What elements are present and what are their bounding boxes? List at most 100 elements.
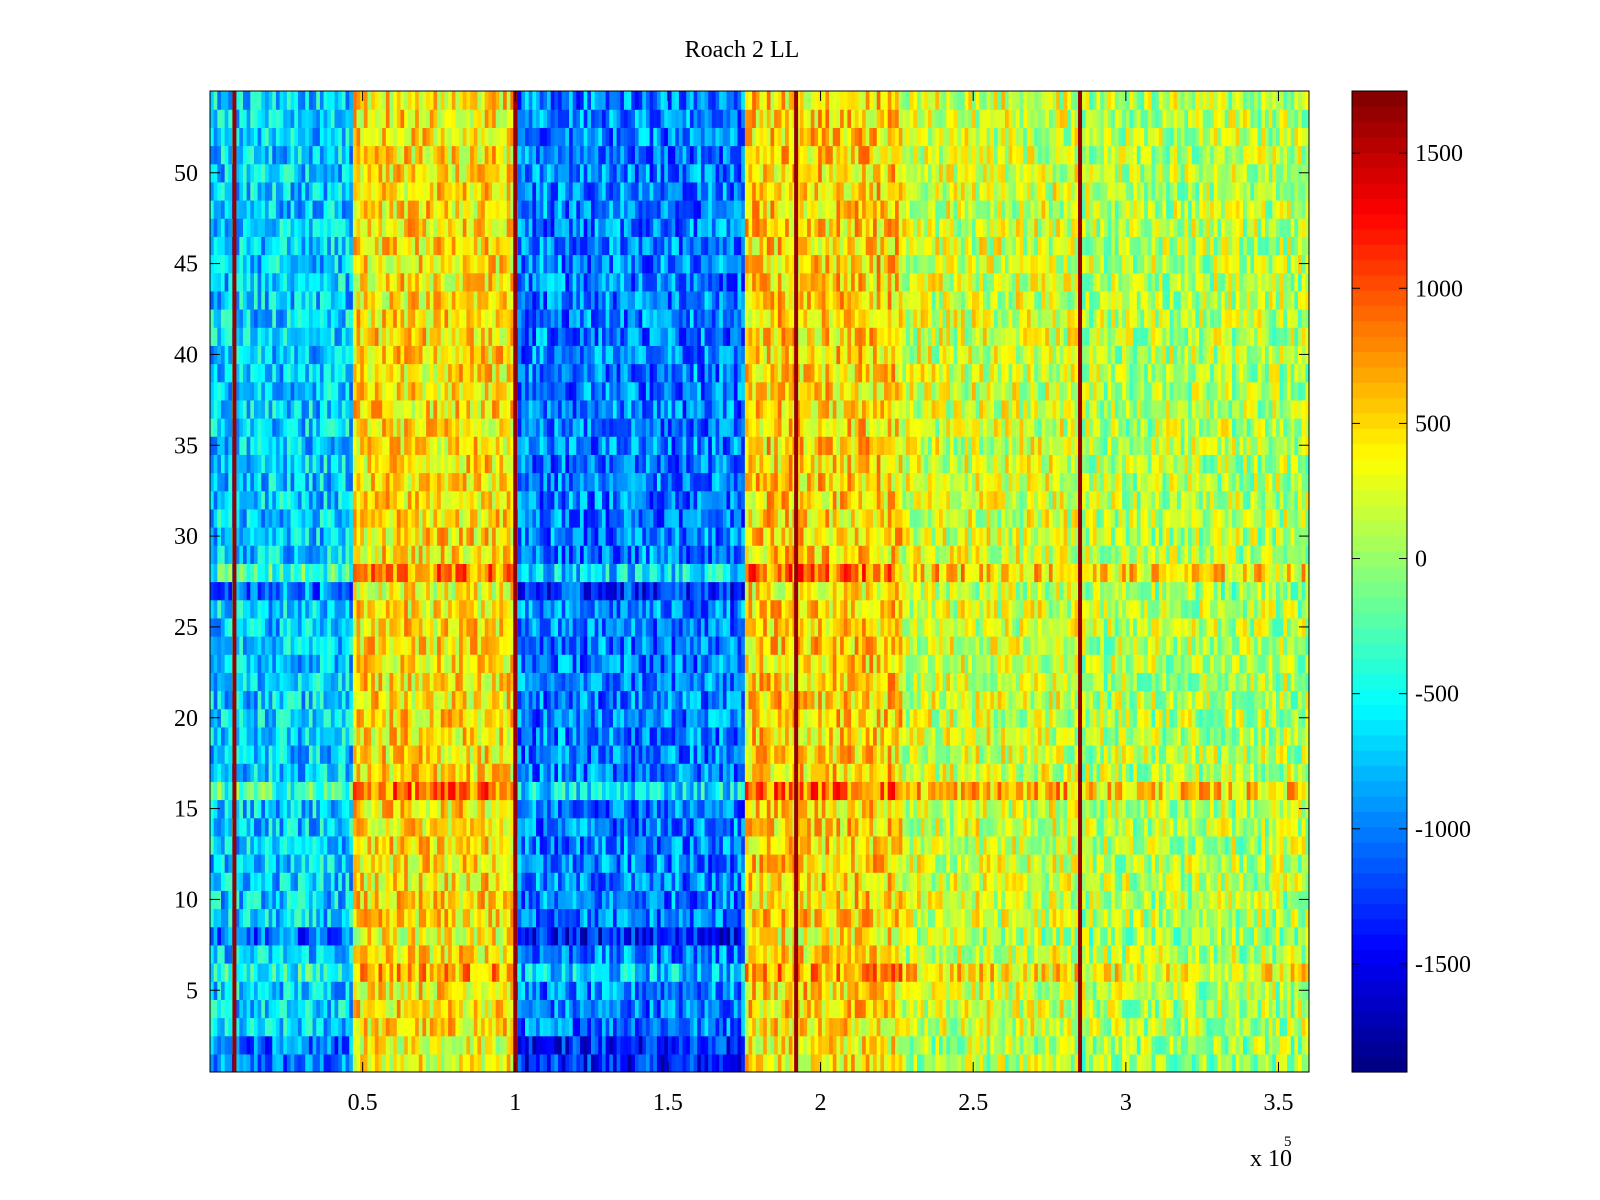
heatmap-cell	[656, 926, 662, 946]
heatmap-cell	[1210, 1017, 1215, 1037]
heatmap-cell	[1067, 835, 1072, 855]
heatmap-cell	[495, 817, 500, 837]
heatmap-cell	[1114, 781, 1120, 801]
heatmap-cell	[451, 1035, 457, 1055]
heatmap-cell	[664, 981, 669, 1000]
heatmap-cell	[949, 999, 955, 1019]
heatmap-cell	[327, 908, 332, 928]
heatmap-cell	[1298, 926, 1303, 946]
heatmap-cell	[1063, 999, 1068, 1019]
heatmap-cell	[623, 1035, 629, 1055]
heatmap-cell	[1158, 908, 1164, 928]
heatmap-cell	[1305, 1035, 1309, 1055]
heatmap-cell	[253, 1035, 259, 1055]
heatmap-cell	[272, 890, 277, 910]
heatmap-cell	[939, 963, 944, 982]
heatmap-cell	[484, 1035, 490, 1055]
heatmap-cell	[246, 1053, 251, 1072]
heatmap-cell	[788, 908, 794, 928]
heatmap-cell	[942, 999, 947, 1019]
heatmap-cell	[451, 981, 457, 1000]
heatmap-cell	[851, 963, 856, 982]
heatmap-cell	[1261, 908, 1266, 928]
heatmap-cell	[327, 1017, 332, 1037]
heatmap-cell	[268, 799, 273, 819]
heatmap-cell	[583, 872, 588, 891]
heatmap-cell	[634, 781, 640, 801]
heatmap-cell	[821, 1053, 827, 1072]
heatmap-cell	[847, 763, 852, 782]
heatmap-cell	[429, 908, 435, 928]
heatmap-cell	[1107, 835, 1112, 855]
heatmap-cell	[444, 999, 449, 1019]
heatmap-cell	[774, 835, 779, 855]
heatmap-cell	[1001, 854, 1006, 873]
heatmap-cell	[305, 981, 310, 1000]
heatmap-cell	[1202, 944, 1208, 964]
heatmap-cell	[862, 908, 867, 928]
heatmap-cell	[312, 872, 317, 891]
heatmap-cell	[1089, 981, 1094, 1000]
heatmap-cell	[708, 1017, 713, 1037]
heatmap-cell	[297, 963, 303, 982]
heatmap-cell	[898, 1017, 903, 1037]
heatmap-cell	[594, 999, 599, 1019]
heatmap-cell	[521, 799, 526, 819]
heatmap-cell	[583, 835, 588, 855]
heatmap-cell	[250, 854, 255, 873]
heatmap-cell	[678, 1035, 684, 1055]
heatmap-cell	[1191, 1053, 1197, 1072]
heatmap-cell	[631, 999, 636, 1019]
heatmap-cell	[763, 963, 768, 982]
heatmap-cell	[345, 890, 350, 910]
heatmap-cell	[279, 781, 284, 801]
heatmap-cell	[1276, 854, 1281, 873]
heatmap-cell	[957, 1053, 962, 1072]
heatmap-cell	[308, 817, 314, 837]
heatmap-cell	[1298, 1053, 1303, 1072]
heatmap-cell	[1279, 1053, 1284, 1072]
heatmap-cell	[224, 872, 229, 891]
heatmap-cell	[481, 854, 486, 873]
heatmap-cell	[638, 799, 643, 819]
heatmap-cell	[422, 963, 427, 982]
heatmap-cell	[1224, 799, 1229, 819]
heatmap-cell	[1100, 981, 1105, 1000]
heatmap-cell	[396, 926, 402, 946]
heatmap-cell	[261, 872, 266, 891]
heatmap-cell	[1092, 890, 1098, 910]
heatmap-cell	[261, 944, 266, 964]
heatmap-cell	[1177, 1017, 1182, 1037]
heatmap-cell	[1224, 817, 1229, 837]
heatmap-cell	[466, 908, 471, 928]
heatmap-cell	[931, 981, 936, 1000]
heatmap-cell	[444, 817, 449, 837]
heatmap-cell	[1173, 872, 1178, 891]
heatmap-cell	[569, 981, 574, 1000]
heatmap-cell	[565, 1035, 570, 1055]
heatmap-cell	[909, 872, 914, 891]
heatmap-cell	[953, 981, 958, 1000]
heatmap-cell	[1092, 926, 1098, 946]
heatmap-cell	[466, 1017, 471, 1037]
heatmap-cell	[671, 944, 676, 964]
heatmap-cell	[1085, 1053, 1090, 1072]
heatmap-cell	[752, 854, 757, 873]
heatmap-cell	[572, 999, 577, 1019]
heatmap-cell	[561, 1053, 566, 1072]
heatmap-cell	[470, 799, 475, 819]
heatmap-cell	[788, 817, 794, 837]
heatmap-cell	[437, 872, 442, 891]
heatmap-cell	[895, 963, 900, 982]
heatmap-cell	[781, 781, 786, 801]
heatmap-cell	[1155, 799, 1160, 819]
heatmap-cell	[444, 944, 449, 964]
heatmap-cell	[942, 908, 947, 928]
heatmap-cell	[873, 890, 878, 910]
heatmap-cell	[755, 1035, 761, 1055]
heatmap-cell	[418, 835, 424, 855]
heatmap-cell	[1290, 981, 1295, 1000]
heatmap-cell	[521, 835, 526, 855]
heatmap-cell	[1180, 1035, 1186, 1055]
heatmap-cell	[719, 817, 724, 837]
